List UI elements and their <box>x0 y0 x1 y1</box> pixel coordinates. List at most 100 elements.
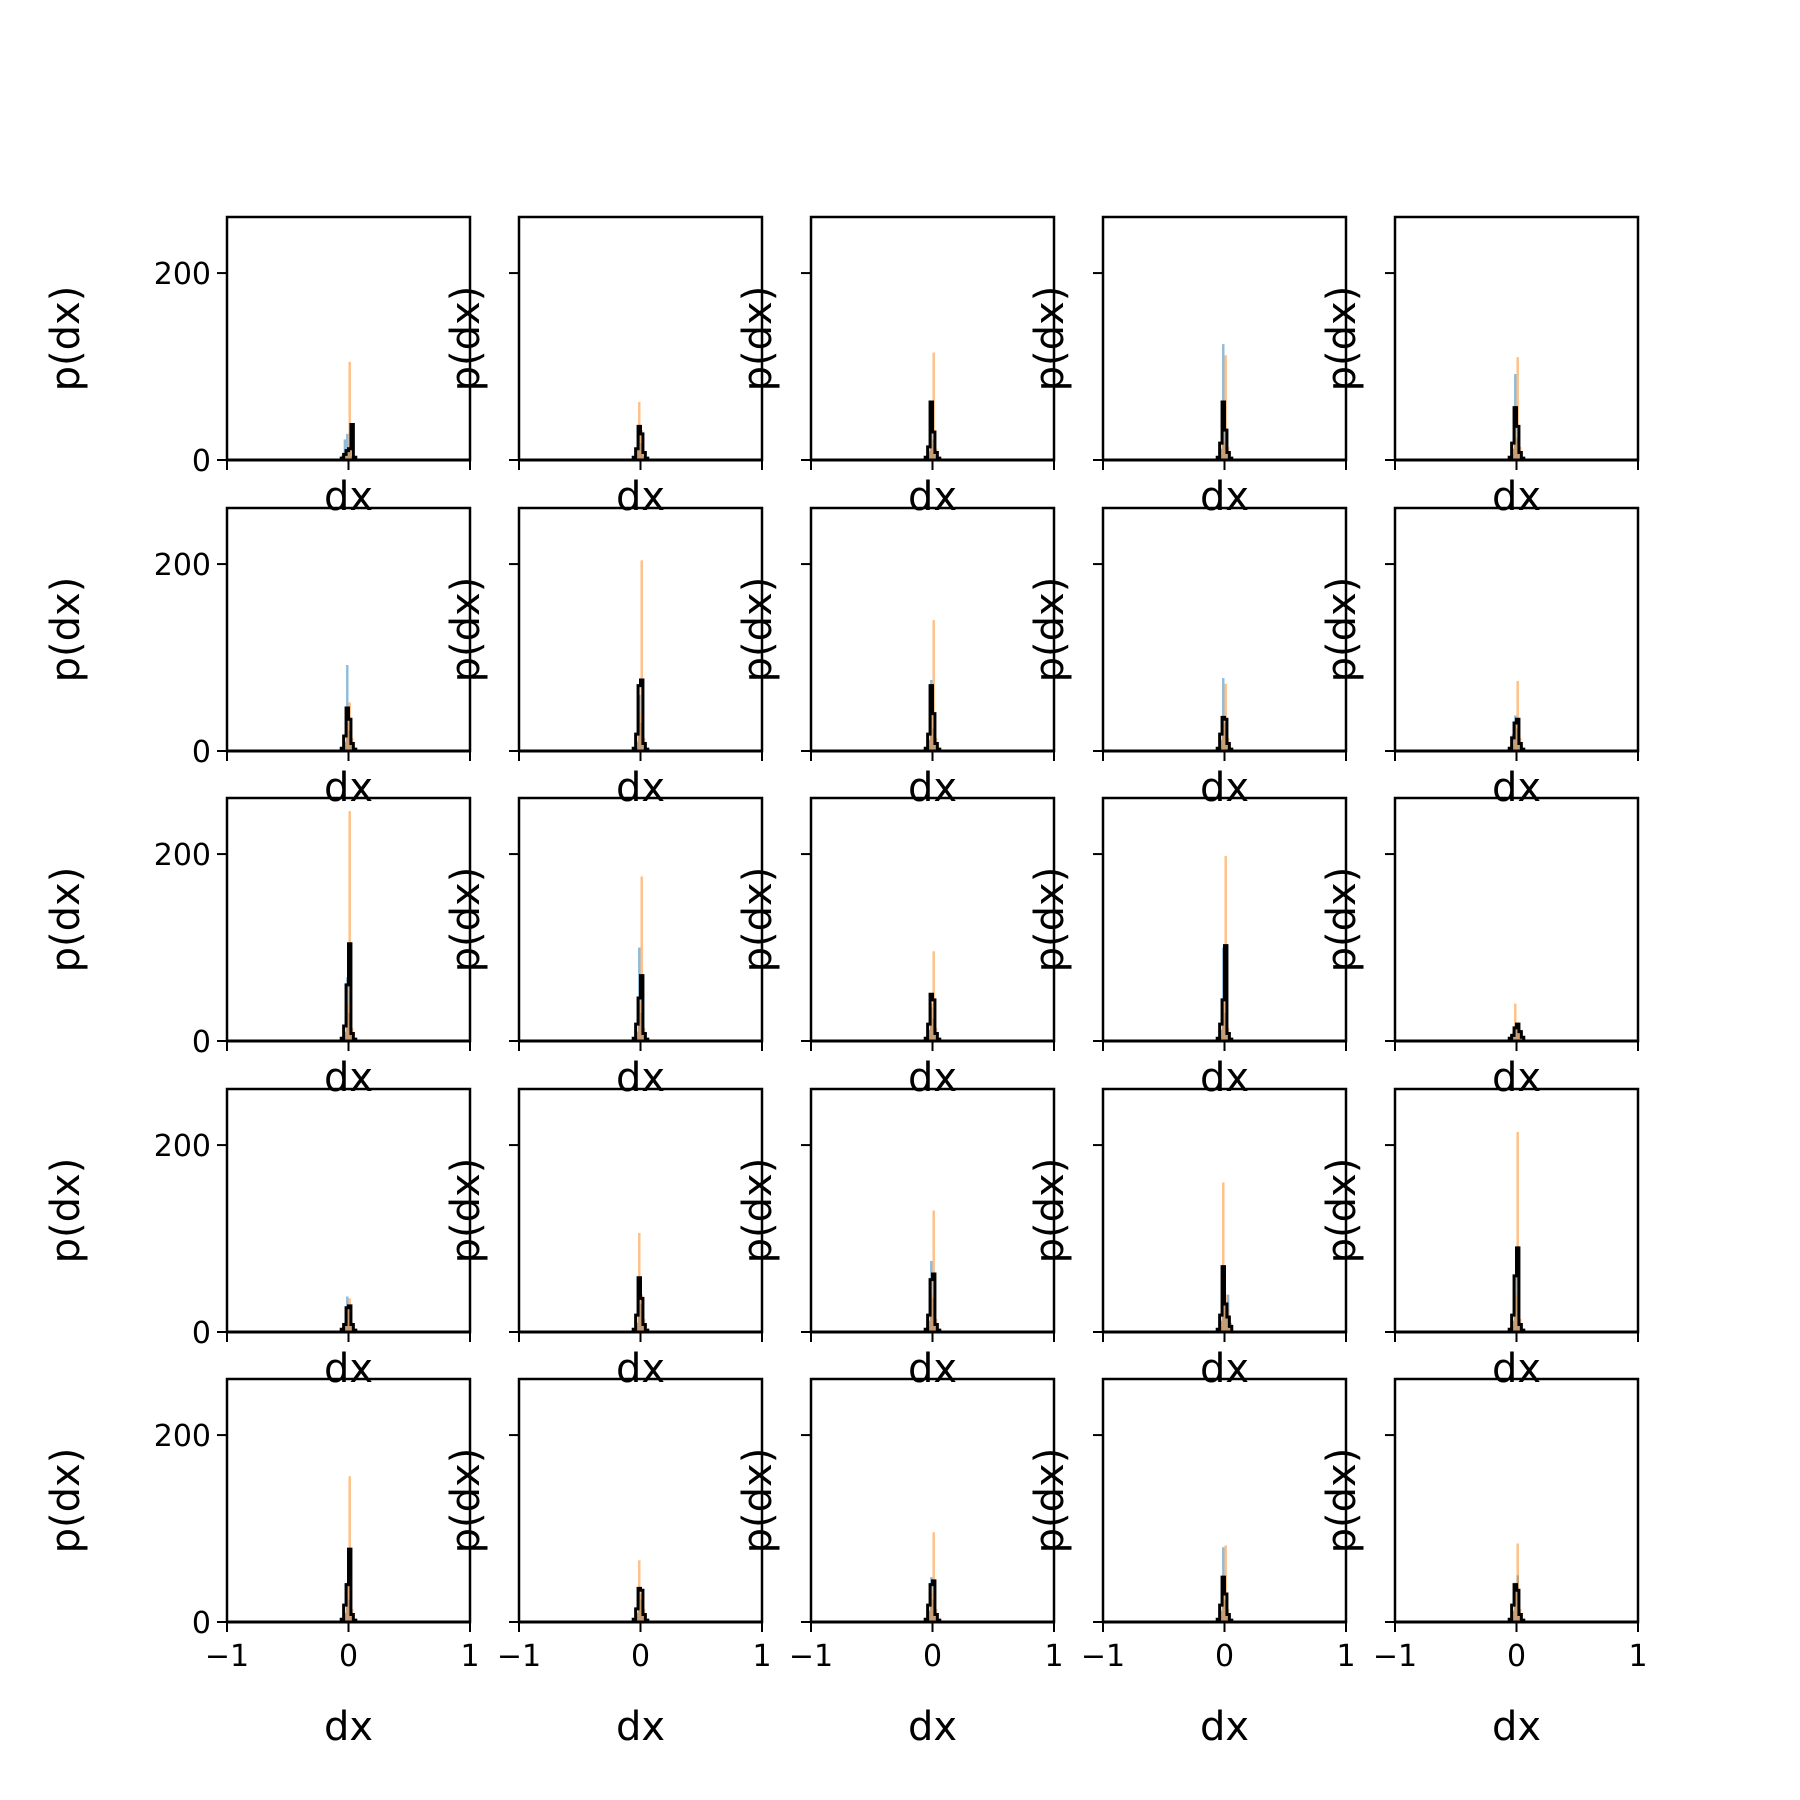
x-axis-label: dx <box>616 1704 665 1750</box>
y-axis-label: p(dx) <box>43 286 89 392</box>
x-tick-label: 1 <box>1336 1639 1355 1674</box>
y-axis-label: p(dx) <box>1319 1448 1365 1554</box>
subplot-r4-c3: −1 0 1 dx p(dx) <box>1027 1377 1356 1750</box>
hist-step-line <box>1215 1575 1234 1622</box>
x-axis-label: dx <box>908 1704 957 1750</box>
hist-step-line <box>923 1579 942 1622</box>
x-axis-label: dx <box>1200 1055 1249 1101</box>
subplot-r1-c4: dx p(dx) <box>1319 506 1640 811</box>
axes-frame <box>225 1087 472 1334</box>
y-axis-label: p(dx) <box>43 1448 89 1554</box>
x-axis-label: dx <box>1200 1346 1249 1392</box>
y-axis-label: p(dx) <box>443 1448 489 1554</box>
x-axis-label: dx <box>908 1055 957 1101</box>
y-axis-label: p(dx) <box>1027 867 1073 973</box>
hist-bar-s1-b3 <box>640 876 643 1041</box>
subplot-r0-c4: dx p(dx) <box>1319 215 1640 520</box>
subplot-r1-c2: dx p(dx) <box>735 506 1056 811</box>
y-axis-label: p(dx) <box>735 286 781 392</box>
y-axis-label: p(dx) <box>1027 577 1073 683</box>
subplot-r3-c3: dx p(dx) <box>1027 1087 1348 1392</box>
hist-step-line <box>1507 406 1526 460</box>
y-tick-label: 0 <box>192 1025 211 1060</box>
hist-step-line <box>631 424 650 460</box>
x-axis-label: dx <box>324 1346 373 1392</box>
subplot-r0-c3: dx p(dx) <box>1027 215 1348 520</box>
hist-step-line <box>1507 717 1526 751</box>
x-axis-label: dx <box>908 765 957 811</box>
y-tick-label: 200 <box>154 1129 211 1164</box>
x-tick-label: 0 <box>631 1639 650 1674</box>
hist-bar-s1-b3 <box>1516 680 1519 751</box>
hist-step-line <box>1507 1022 1526 1041</box>
hist-step-line <box>1507 1583 1526 1622</box>
x-axis-label: dx <box>1492 1346 1541 1392</box>
hist-step-line <box>923 400 942 460</box>
x-axis-label: dx <box>908 1346 957 1392</box>
y-tick-label: 200 <box>154 1419 211 1454</box>
hist-bar-s1-b2 <box>930 441 933 460</box>
hist-bar-s1-b2 <box>930 1593 933 1622</box>
y-tick-label: 0 <box>192 1606 211 1641</box>
y-axis-label: p(dx) <box>1319 286 1365 392</box>
subplot-r0-c2: dx p(dx) <box>735 215 1056 520</box>
subplot-r1-c0: 0 200 dx p(dx) <box>43 506 472 811</box>
subplot-r1-c1: dx p(dx) <box>443 506 764 811</box>
y-tick-label: 200 <box>154 257 211 292</box>
hist-step-line <box>1215 944 1234 1041</box>
x-tick-label: 0 <box>339 1639 358 1674</box>
hist-step-line <box>339 422 358 460</box>
hist-bar-s0-b2 <box>1222 678 1225 751</box>
x-axis-label: dx <box>1200 474 1249 520</box>
x-tick-label: 1 <box>752 1639 771 1674</box>
x-tick-label: 1 <box>1044 1639 1063 1674</box>
y-tick-label: 0 <box>192 735 211 770</box>
hist-step-line <box>631 1276 650 1332</box>
subplot-r2-c4: dx p(dx) <box>1319 796 1640 1101</box>
hist-bar-s1-b2 <box>1222 441 1225 460</box>
subplot-r3-c1: dx p(dx) <box>443 1087 764 1392</box>
y-axis-label: p(dx) <box>443 286 489 392</box>
hist-bar-s1-b3 <box>348 811 351 1041</box>
y-axis-label: p(dx) <box>443 867 489 973</box>
subplot-r2-c1: dx p(dx) <box>443 796 764 1101</box>
hist-step-line <box>1215 1265 1234 1332</box>
subplot-r2-c2: dx p(dx) <box>735 796 1056 1101</box>
hist-step-line <box>339 706 358 751</box>
x-axis-label: dx <box>1200 1704 1249 1750</box>
y-axis-label: p(dx) <box>1027 1448 1073 1554</box>
hist-step-line <box>923 684 942 751</box>
x-tick-label: 1 <box>1628 1639 1647 1674</box>
hist-bar-s1-b2 <box>1222 722 1225 751</box>
x-axis-label: dx <box>908 474 957 520</box>
hist-step-line <box>339 1304 358 1332</box>
x-tick-label: 0 <box>1507 1639 1526 1674</box>
hist-step-line <box>1215 715 1234 751</box>
y-axis-label: p(dx) <box>443 1158 489 1264</box>
subplot-r4-c4: −1 0 1 dx p(dx) <box>1319 1377 1648 1750</box>
x-tick-label: 0 <box>923 1639 942 1674</box>
x-axis-label: dx <box>324 1704 373 1750</box>
y-axis-label: p(dx) <box>43 1158 89 1264</box>
x-tick-label: −1 <box>789 1639 833 1674</box>
y-axis-label: p(dx) <box>735 1448 781 1554</box>
y-axis-label: p(dx) <box>43 867 89 973</box>
subplot-r3-c2: dx p(dx) <box>735 1087 1056 1392</box>
hist-step-line <box>339 942 358 1041</box>
y-axis-label: p(dx) <box>735 867 781 973</box>
subplot-r3-c0: 0 200 dx p(dx) <box>43 1087 472 1392</box>
hist-bar-s0-b2 <box>346 433 349 460</box>
hist-bar-s1-b2 <box>1222 1182 1225 1332</box>
x-axis-label: dx <box>1492 765 1541 811</box>
y-tick-label: 200 <box>154 838 211 873</box>
x-axis-label: dx <box>324 765 373 811</box>
y-axis-label: p(dx) <box>1319 577 1365 683</box>
x-axis-label: dx <box>616 474 665 520</box>
subplot-r3-c4: dx p(dx) <box>1319 1087 1640 1392</box>
hist-bar-s1-b2 <box>1514 1003 1517 1041</box>
subplot-r2-c0: 0 200 dx p(dx) <box>43 796 472 1101</box>
hist-bar-s1-b3 <box>1516 1543 1519 1622</box>
x-tick-label: −1 <box>1373 1639 1417 1674</box>
